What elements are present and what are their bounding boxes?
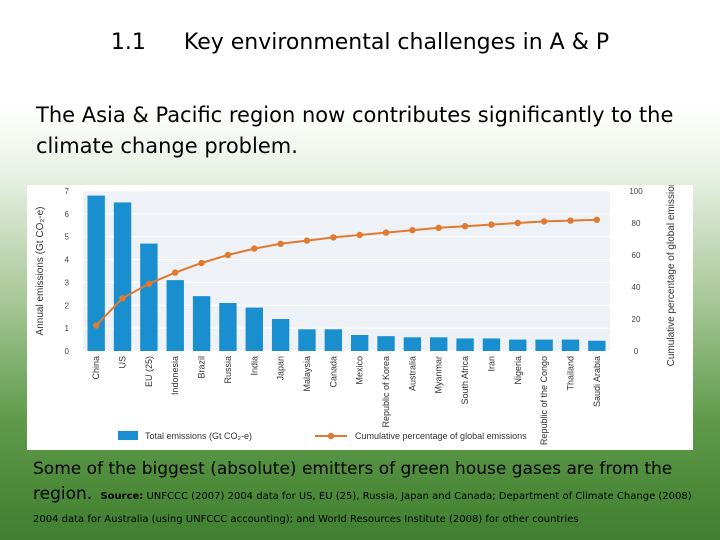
cumulative-point bbox=[356, 231, 363, 239]
cumulative-point bbox=[435, 224, 442, 231]
y-tick-label: 6 bbox=[65, 210, 70, 219]
cumulative-point bbox=[488, 221, 495, 228]
legend-line-marker bbox=[327, 432, 335, 440]
cumulative-point bbox=[172, 269, 179, 276]
bar bbox=[219, 303, 237, 351]
cumulative-point bbox=[92, 322, 100, 329]
bar bbox=[482, 338, 501, 351]
category-label: Russia bbox=[223, 356, 233, 384]
bar bbox=[430, 337, 448, 351]
cumulative-point bbox=[224, 251, 232, 259]
y-tick-label: 5 bbox=[65, 233, 70, 242]
cumulative-point bbox=[277, 240, 284, 247]
category-label: Brazil bbox=[197, 356, 207, 379]
bar bbox=[350, 335, 369, 351]
y2-tick-label: 80 bbox=[632, 219, 641, 228]
footer: Some of the biggest (absolute) emitters … bbox=[33, 457, 703, 527]
category-label: Saudi Arabia bbox=[592, 356, 602, 407]
cumulative-point bbox=[330, 234, 337, 241]
cumulative-point bbox=[251, 245, 258, 252]
bar bbox=[588, 340, 606, 351]
category-label: Myanmar bbox=[434, 356, 444, 394]
category-label: Thailand bbox=[565, 356, 575, 391]
cumulative-point bbox=[382, 229, 390, 236]
bar bbox=[403, 337, 422, 351]
bar bbox=[140, 243, 158, 351]
category-label: Republic of Korea bbox=[381, 356, 391, 428]
bar bbox=[271, 319, 290, 351]
y2-tick-label: 20 bbox=[632, 315, 641, 324]
y-tick-label: 3 bbox=[65, 278, 70, 287]
chart-svg: 0 1 2 3 4 5 6 7 0 20 40 60 80 100 China US EU (25) Indone… bbox=[35, 176, 677, 445]
category-label: US bbox=[118, 356, 128, 369]
source-label: Source: bbox=[100, 491, 144, 502]
cumulative-point bbox=[198, 259, 205, 267]
bar bbox=[324, 329, 343, 351]
y2-tick-label: 0 bbox=[634, 347, 639, 356]
bar bbox=[535, 339, 553, 351]
category-label: Australia bbox=[407, 356, 417, 391]
cumulative-point bbox=[514, 219, 521, 227]
y-tick-label: 2 bbox=[65, 301, 70, 310]
category-label: Iran bbox=[486, 356, 496, 372]
slide-subtitle: The Asia & Pacific region now contribute… bbox=[36, 103, 674, 158]
bar bbox=[561, 339, 580, 351]
category-label: Canada bbox=[328, 356, 338, 388]
plot-area bbox=[83, 191, 610, 351]
category-label: Mexico bbox=[355, 356, 365, 385]
category-label: EU (25) bbox=[144, 356, 154, 387]
cumulative-point bbox=[461, 223, 469, 230]
cumulative-point bbox=[119, 295, 126, 302]
section-number: 1.1 bbox=[110, 30, 146, 55]
legend-line-label: Cumulative percentage of global emission… bbox=[355, 431, 527, 441]
cumulative-point bbox=[409, 227, 416, 234]
cumulative-point bbox=[303, 237, 311, 244]
bar bbox=[192, 296, 211, 351]
bar bbox=[87, 195, 105, 351]
legend-bar-swatch bbox=[118, 431, 138, 440]
bar bbox=[509, 339, 527, 351]
bar bbox=[377, 336, 395, 351]
source-text: UNFCCC (2007) 2004 data for US, EU (25),… bbox=[33, 491, 692, 525]
category-label: China bbox=[91, 356, 101, 380]
bar bbox=[113, 202, 132, 351]
y2-tick-label: 40 bbox=[632, 283, 641, 292]
cumulative-point bbox=[145, 280, 153, 287]
bar bbox=[245, 307, 263, 351]
bar bbox=[166, 280, 184, 351]
cumulative-point bbox=[593, 216, 601, 223]
category-label: Nigeria bbox=[513, 356, 523, 385]
category-label: India bbox=[249, 356, 259, 376]
y-tick-label: 0 bbox=[65, 347, 70, 356]
category-label: Malaysia bbox=[302, 356, 312, 392]
category-label: Indonesia bbox=[170, 356, 180, 395]
cumulative-point bbox=[567, 217, 574, 224]
y-tick-label: 4 bbox=[65, 256, 70, 265]
y-axis-title: Annual emissions (Gt CO₂-e) bbox=[35, 207, 46, 336]
y2-axis-title: Cumulative percentage of global emission… bbox=[666, 185, 677, 366]
category-label: Japan bbox=[276, 356, 286, 381]
cumulative-point bbox=[540, 218, 548, 225]
section-title: Key environmental challenges in A & P bbox=[183, 30, 610, 55]
y-tick-label: 7 bbox=[65, 187, 70, 196]
category-label: South Africa bbox=[460, 356, 470, 405]
y2-tick-label: 100 bbox=[629, 187, 643, 196]
bar bbox=[298, 329, 316, 351]
category-label: Republic of the Congo bbox=[539, 356, 549, 445]
emissions-chart: 0 1 2 3 4 5 6 7 0 20 40 60 80 100 China US EU (25) Indone… bbox=[27, 176, 693, 450]
slide-title: 1.1 Key environmental challenges in A & P bbox=[0, 30, 720, 55]
bar bbox=[456, 338, 474, 351]
y-tick-label: 1 bbox=[65, 324, 70, 333]
footer-statement: Some of the biggest (absolute) emitters … bbox=[33, 459, 673, 504]
y2-tick-label: 60 bbox=[632, 251, 641, 260]
cumulative-line bbox=[95, 218, 597, 327]
legend-bar-label: Total emissions (Gt CO₂-e) bbox=[145, 431, 252, 441]
